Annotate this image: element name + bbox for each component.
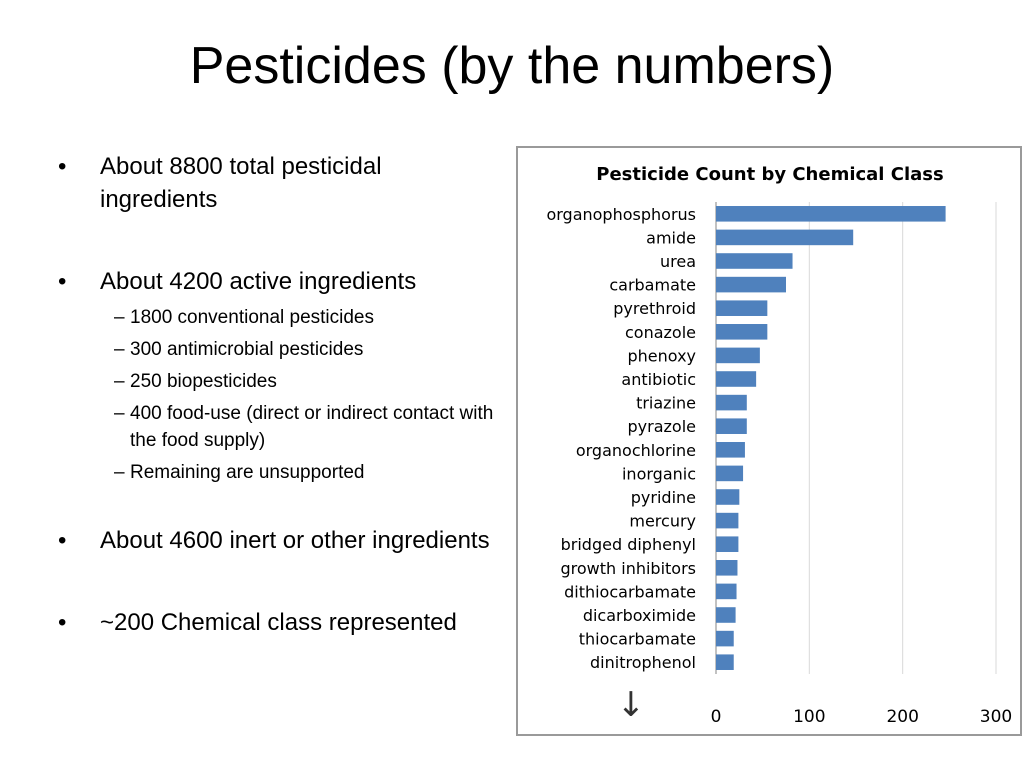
bar <box>716 654 734 670</box>
bullet-item: • About 4600 inert or other ingredients <box>58 524 498 557</box>
category-label: dinitrophenol <box>590 653 696 672</box>
bullet-text: About 4600 inert or other ingredients <box>100 527 490 554</box>
category-label: pyrazole <box>628 417 696 436</box>
bar <box>716 442 745 458</box>
arrow-annotation: ↓ <box>617 685 646 725</box>
sub-marker: – <box>114 371 125 392</box>
sub-item: – Remaining are unsupported <box>100 459 498 486</box>
bar <box>716 347 760 364</box>
bar <box>716 324 768 340</box>
category-label: bridged diphenyl <box>561 535 696 554</box>
category-label: inorganic <box>622 464 696 483</box>
slide-title: Pesticides (by the numbers) <box>189 37 835 95</box>
category-label: thiocarbamate <box>579 630 696 649</box>
bar <box>716 300 768 316</box>
category-label: conazole <box>625 323 696 342</box>
sub-marker: – <box>114 403 125 424</box>
bullet-text: ~200 Chemical class represented <box>100 609 457 636</box>
bar-chart: Pesticide Count by Chemical Class organo… <box>546 164 1013 727</box>
category-label: dithiocarbamate <box>564 582 696 601</box>
bar <box>716 583 737 600</box>
tick-label: 0 <box>711 707 722 727</box>
bar <box>716 371 757 387</box>
sub-item: – 300 antimicrobial pesticides <box>100 336 498 363</box>
bullet-marker: • <box>58 609 67 636</box>
bar <box>716 536 739 552</box>
category-label: amide <box>646 228 696 247</box>
bullet-list: • About 8800 total pesticidal ingredient… <box>58 150 498 639</box>
sub-item-text: 250 biopesticides <box>130 371 277 392</box>
category-labels: organophosphorus amide urea carbamate pyreth… <box>546 205 696 672</box>
bar <box>716 229 854 246</box>
bar <box>716 512 739 529</box>
category-label: pyrethroid <box>613 299 696 318</box>
sub-item-text: 300 antimicrobial pesticides <box>130 339 364 360</box>
bar <box>716 394 747 411</box>
category-label: mercury <box>629 512 696 531</box>
chart-title: Pesticide Count by Chemical Class <box>596 164 943 185</box>
category-label: urea <box>660 252 696 271</box>
sub-item-text: 1800 conventional pesticides <box>130 307 375 328</box>
sub-item: – 250 biopesticides <box>100 368 498 395</box>
gridlines <box>715 202 997 674</box>
category-label: organophosphorus <box>546 205 696 224</box>
category-label: dicarboximide <box>583 606 696 625</box>
bullet-item: • About 4200 active ingredients – 1800 c… <box>58 265 498 486</box>
bullet-marker: • <box>58 268 67 295</box>
tick-label: 300 <box>980 707 1012 727</box>
sub-marker: – <box>114 339 125 360</box>
category-label: triazine <box>636 394 696 413</box>
bullet-item: • About 8800 total pesticidal ingredient… <box>58 150 498 216</box>
bars <box>716 206 946 670</box>
category-label: antibiotic <box>621 370 696 389</box>
bullet-marker: • <box>58 527 67 554</box>
bullet-text: About 4200 active ingredients <box>100 268 417 295</box>
sub-marker: – <box>114 307 125 328</box>
category-label: growth inhibitors <box>560 559 696 578</box>
bar <box>716 560 738 576</box>
bullet-text: About 8800 total pesticidal ingredients <box>100 153 382 213</box>
chart-frame: Pesticide Count by Chemical Class organo… <box>516 146 1022 736</box>
sub-list: – 1800 conventional pesticides – 300 ant… <box>100 304 498 486</box>
category-label: pyridine <box>631 488 696 507</box>
tick-label: 100 <box>793 707 825 727</box>
bar <box>716 465 744 482</box>
tick-label: 200 <box>886 707 918 727</box>
bar <box>716 276 786 293</box>
bar <box>716 607 736 623</box>
category-label: organochlorine <box>576 441 696 460</box>
sub-marker: – <box>114 462 125 483</box>
bar <box>716 418 747 434</box>
bar <box>716 253 793 269</box>
tick-labels: 0 100 200 300 <box>711 707 1013 727</box>
sub-item-text: Remaining are unsupported <box>130 462 365 483</box>
bar <box>716 206 946 222</box>
bar <box>716 630 734 647</box>
category-label: carbamate <box>609 276 696 295</box>
sub-item: – 400 food-use (direct or indirect conta… <box>100 400 498 454</box>
sub-item-text: 400 food-use (direct or indirect contact… <box>130 403 494 451</box>
bullet-item: • ~200 Chemical class represented <box>58 606 498 639</box>
category-label: phenoxy <box>627 346 696 365</box>
bullet-marker: • <box>58 153 67 180</box>
sub-item: – 1800 conventional pesticides <box>100 304 498 331</box>
bar <box>716 489 740 505</box>
